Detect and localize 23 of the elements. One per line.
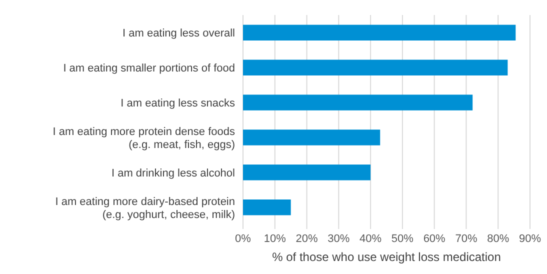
y-tick-label: I am eating smaller portions of food (63, 62, 235, 75)
x-tick-label: 0% (235, 233, 252, 245)
bar (243, 199, 291, 216)
x-tick-label: 20% (296, 233, 318, 245)
bar (243, 130, 380, 146)
x-axis-title: % of those who use weight loss medication (272, 250, 501, 264)
x-tick-label: 70% (455, 233, 478, 245)
x-tick-label: 30% (328, 233, 350, 245)
bar (243, 24, 516, 41)
x-tick-label: 10% (264, 233, 286, 245)
y-tick-label: I am eating more protein dense foods (e.g. meat, fish, eggs) (52, 126, 236, 151)
x-tick-label: 90% (518, 233, 542, 245)
y-tick-label: I am eating less snacks (120, 98, 236, 110)
x-tick-label: 50% (391, 233, 414, 245)
bar (243, 60, 508, 76)
x-tick-label: 40% (360, 233, 382, 245)
bar (243, 94, 473, 110)
y-tick-label: I am drinking less alcohol (111, 167, 235, 180)
x-tick-label: 80% (487, 233, 510, 245)
x-tick-label: 60% (423, 233, 446, 245)
y-tick-label: I am eating less overall (122, 28, 235, 40)
y-tick-label: I am eating more dairy-based protein (e.g. yoghurt, cheese, milk) (55, 196, 235, 221)
bar (243, 164, 371, 180)
